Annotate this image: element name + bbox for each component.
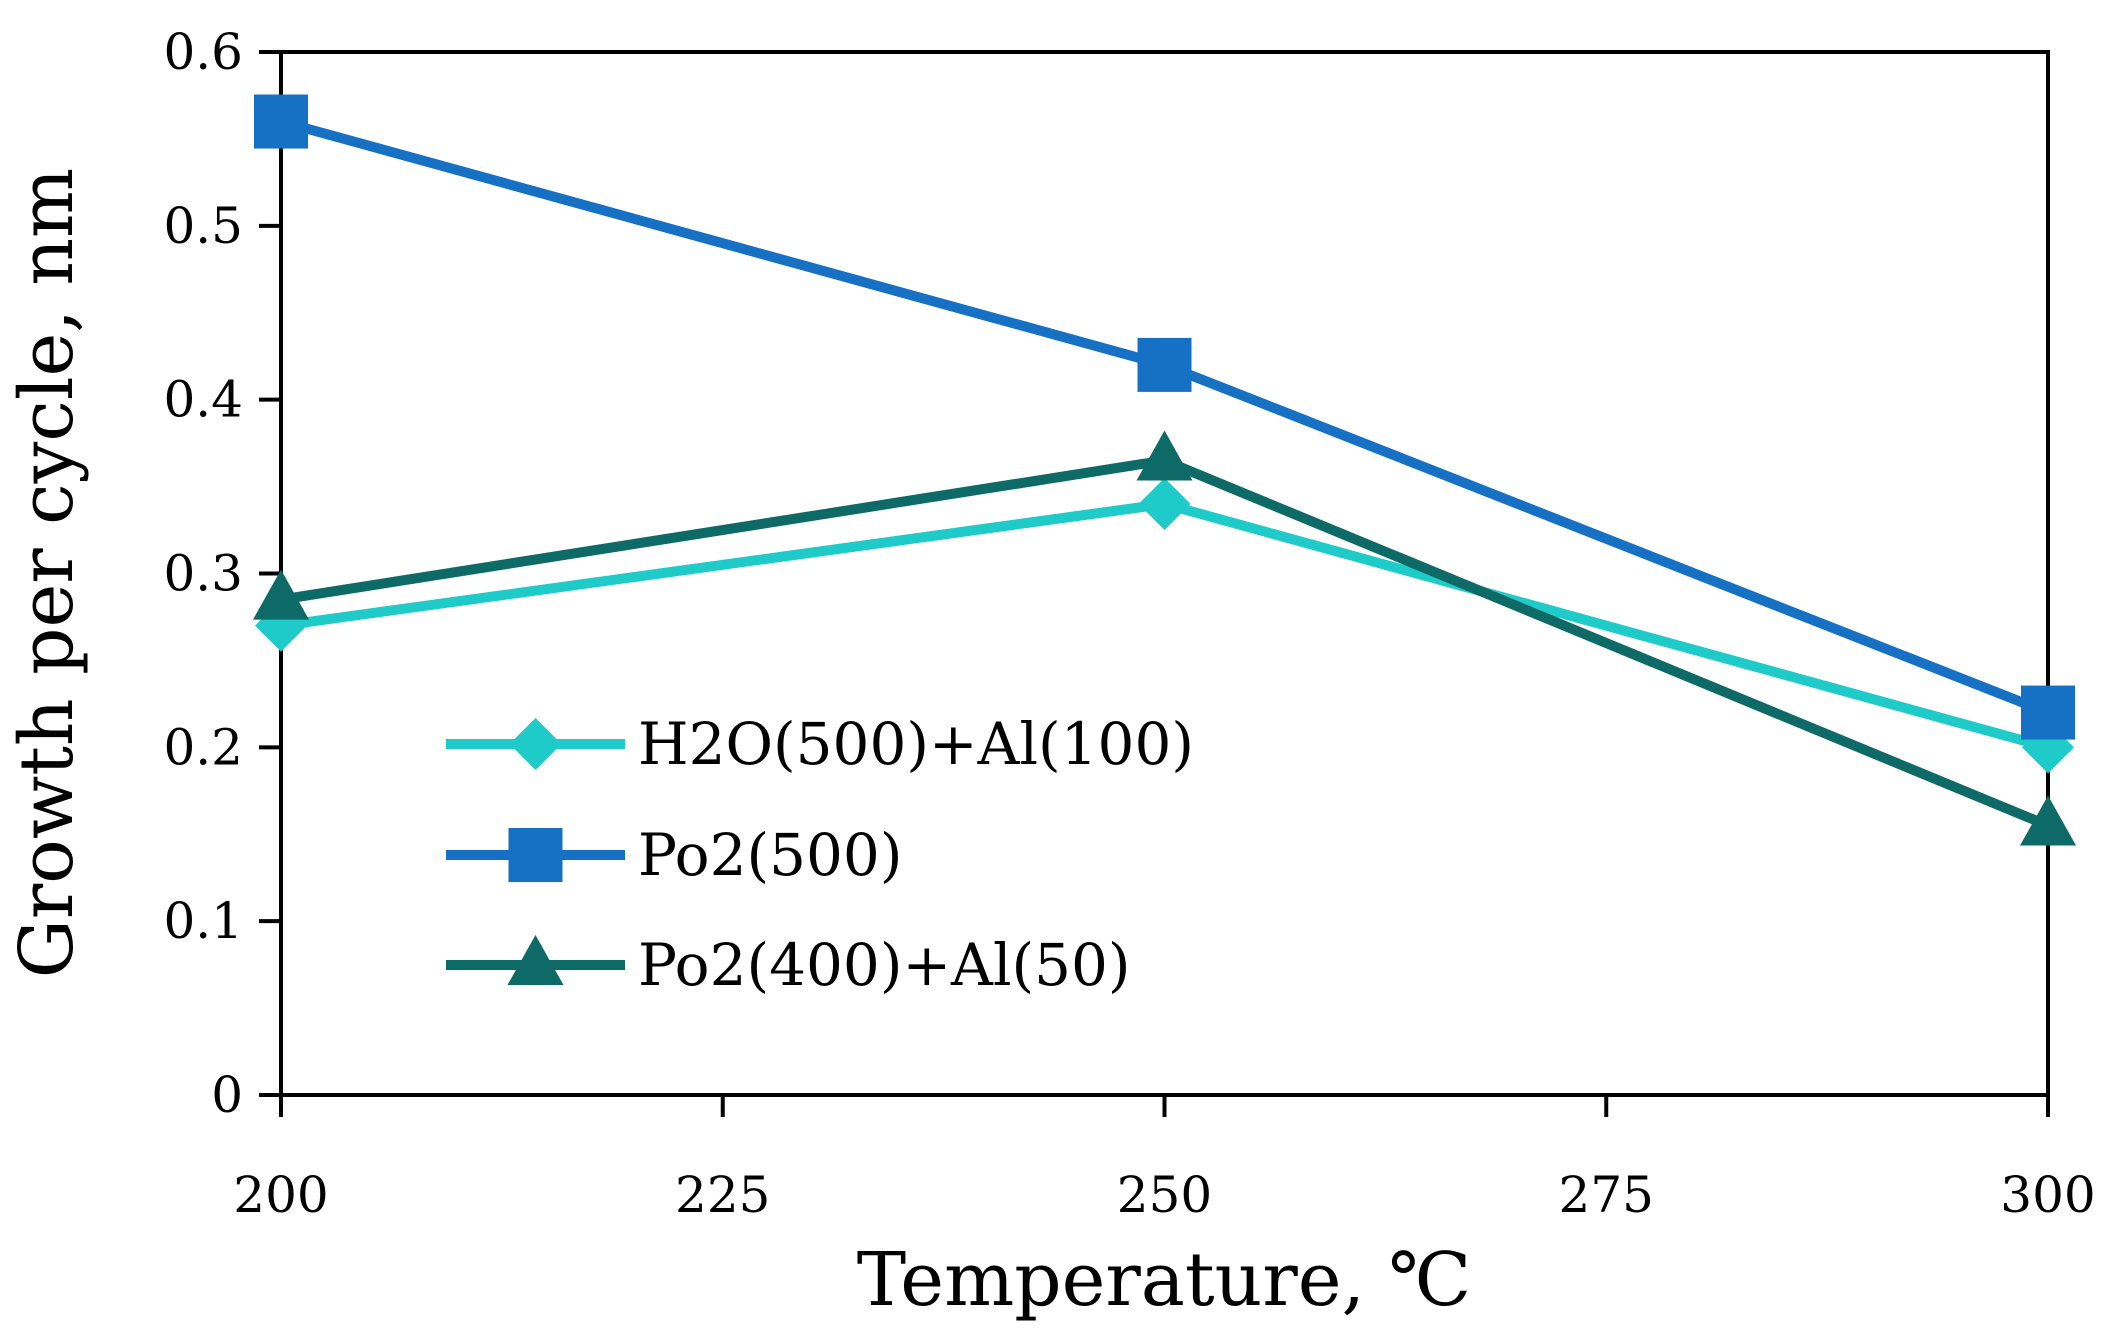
x-tick-label: 225 [675, 1166, 770, 1224]
data-point [254, 94, 308, 149]
legend-label: Po2(400)+Al(50) [638, 931, 1131, 999]
data-point [1136, 430, 1193, 481]
legend-entry: Po2(400)+Al(50) [446, 931, 1131, 999]
legend-label: Po2(500) [638, 821, 902, 889]
data-point [2020, 795, 2076, 846]
y-tick-label: 0.2 [163, 718, 243, 776]
y-tick-label: 0.6 [163, 23, 243, 81]
x-tick-label: 275 [1559, 1166, 1654, 1224]
legend-entry: H2O(500)+Al(100) [446, 710, 1194, 778]
y-tick-label: 0.4 [163, 371, 243, 429]
series-3 [253, 430, 2076, 846]
plot-area [279, 50, 2050, 1097]
y-tick-label: 0.5 [163, 197, 243, 255]
series-2 [254, 94, 2075, 740]
series-layer [253, 94, 2076, 846]
y-tick-label: 0.1 [163, 892, 243, 950]
legend-entry: Po2(500) [446, 821, 902, 889]
data-point [1138, 477, 1191, 530]
legend-marker [508, 828, 563, 882]
x-axis: 200 225 250 275 300 [233, 1095, 2096, 1224]
data-point [253, 569, 309, 620]
y-tick-label: 0.3 [163, 545, 243, 603]
data-point [1137, 337, 1192, 392]
legend: H2O(500)+Al(100) Po2(500) Po2(400)+Al(50) [446, 710, 1194, 999]
data-point [2021, 685, 2075, 740]
x-tick-label: 250 [1117, 1166, 1212, 1224]
x-tick-label: 200 [233, 1166, 328, 1224]
x-axis-title: Temperature, ℃ [857, 1237, 1472, 1323]
legend-marker [509, 718, 562, 770]
legend-label: H2O(500)+Al(100) [638, 710, 1194, 778]
x-tick-label: 300 [2000, 1166, 2095, 1224]
y-axis: 0 0.1 0.2 0.3 0.4 0.5 0.6 [163, 23, 281, 1124]
y-tick-label: 0 [211, 1066, 243, 1124]
series-line [279, 116, 2050, 718]
y-axis-title: Growth per cycle, nm [4, 168, 90, 978]
legend-marker [507, 935, 564, 985]
